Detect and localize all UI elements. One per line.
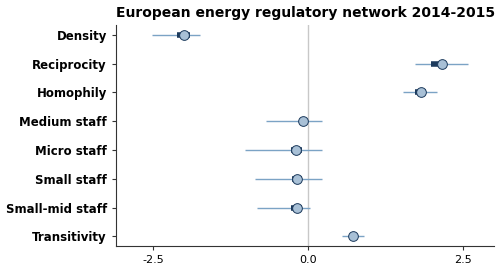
- Title: European energy regulatory network 2014-2015: European energy regulatory network 2014-…: [116, 6, 494, 20]
